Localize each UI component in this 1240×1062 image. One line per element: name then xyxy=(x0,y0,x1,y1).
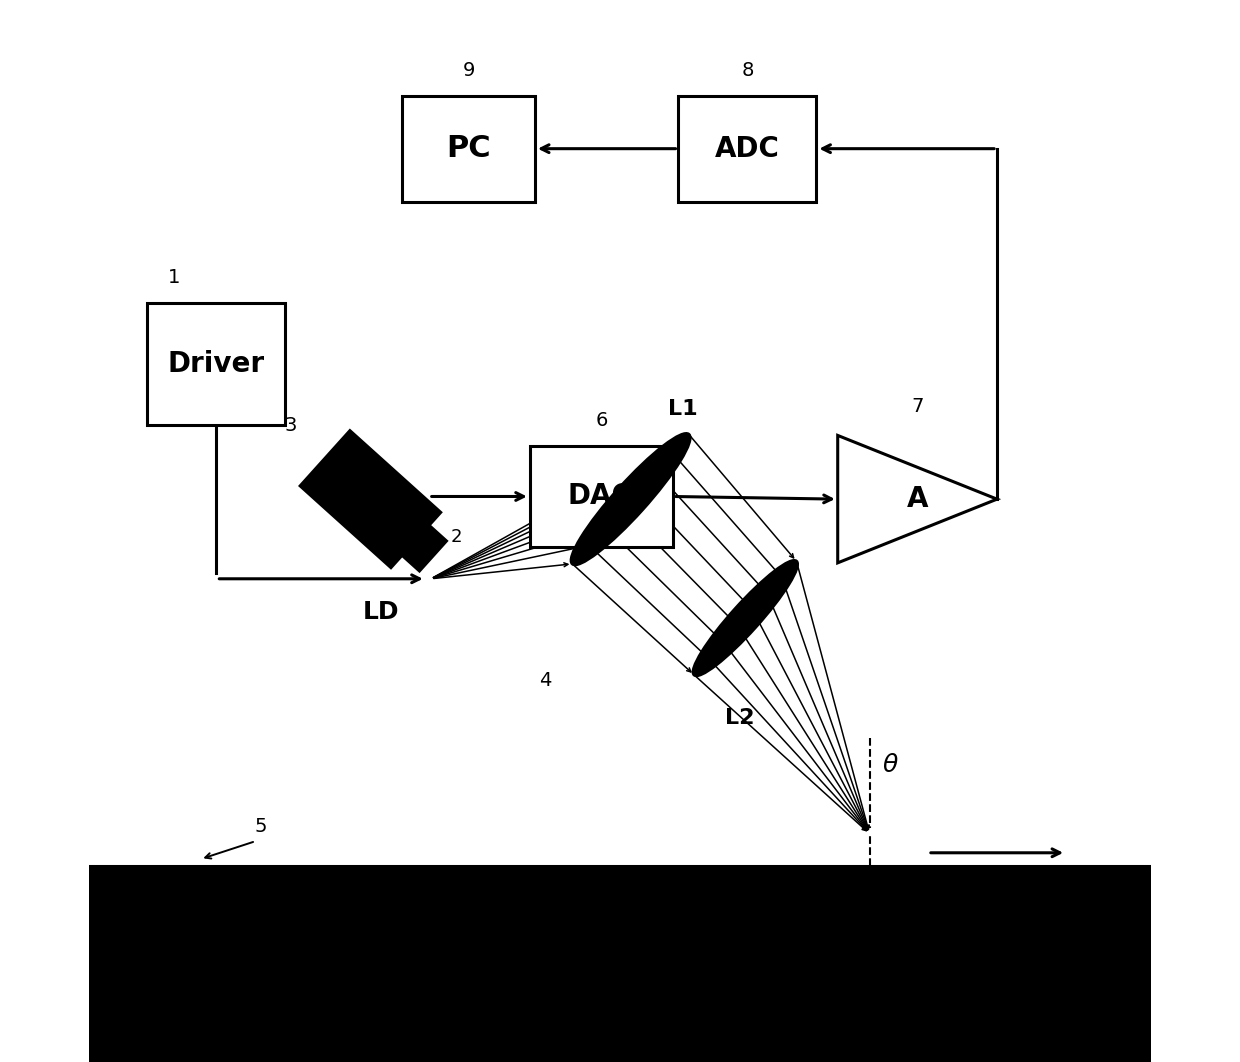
Ellipse shape xyxy=(572,433,691,565)
Polygon shape xyxy=(300,431,440,567)
Text: 1: 1 xyxy=(167,268,180,287)
Text: ADC: ADC xyxy=(715,135,780,162)
FancyBboxPatch shape xyxy=(402,96,534,202)
FancyBboxPatch shape xyxy=(529,446,673,547)
FancyBboxPatch shape xyxy=(678,96,816,202)
Text: 3: 3 xyxy=(285,416,296,435)
FancyBboxPatch shape xyxy=(148,303,285,425)
Polygon shape xyxy=(396,519,446,571)
FancyBboxPatch shape xyxy=(89,866,1151,1062)
Text: 8: 8 xyxy=(742,61,754,80)
Text: 5: 5 xyxy=(254,817,268,836)
Text: $\theta$: $\theta$ xyxy=(883,753,899,776)
Ellipse shape xyxy=(693,561,797,675)
Text: LD: LD xyxy=(363,600,399,624)
Text: Driver: Driver xyxy=(167,349,265,378)
Text: 9: 9 xyxy=(463,61,475,80)
Text: 4: 4 xyxy=(539,671,552,690)
Text: 7: 7 xyxy=(911,397,924,416)
Text: 6: 6 xyxy=(595,411,608,430)
Text: L1: L1 xyxy=(668,399,697,419)
Text: 2: 2 xyxy=(451,528,463,546)
Polygon shape xyxy=(838,435,997,563)
Text: A: A xyxy=(906,485,928,513)
Text: PC: PC xyxy=(446,134,491,164)
Text: L2: L2 xyxy=(725,708,755,729)
Text: DAQ: DAQ xyxy=(568,482,635,511)
